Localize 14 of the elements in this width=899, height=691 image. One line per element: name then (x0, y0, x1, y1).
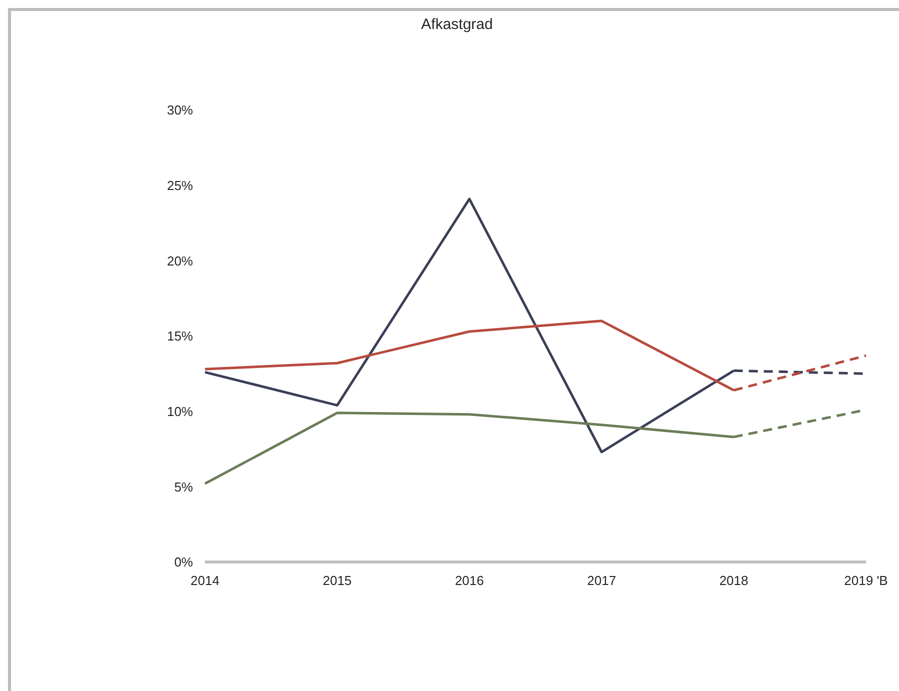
x-tick-label: 2014 (190, 573, 220, 588)
x-tick-label: 2017 (587, 573, 616, 588)
y-tick-label: 25% (166, 178, 194, 193)
x-tick-label: 2015 (322, 573, 352, 588)
x-tick-label: 2016 (454, 573, 484, 588)
y-tick-label: 30% (166, 102, 194, 118)
y-tick-label: 5% (174, 479, 194, 494)
y-tick-label: 0% (174, 554, 194, 570)
x-tick-label: 2018 (719, 573, 748, 588)
x-tick-label: 2019 'B (844, 573, 888, 588)
chart-title: Afkastgrad (420, 16, 494, 33)
y-tick-label: 15% (166, 328, 194, 344)
y-tick-label: 20% (166, 253, 194, 268)
y-tick-label: 10% (166, 404, 194, 419)
